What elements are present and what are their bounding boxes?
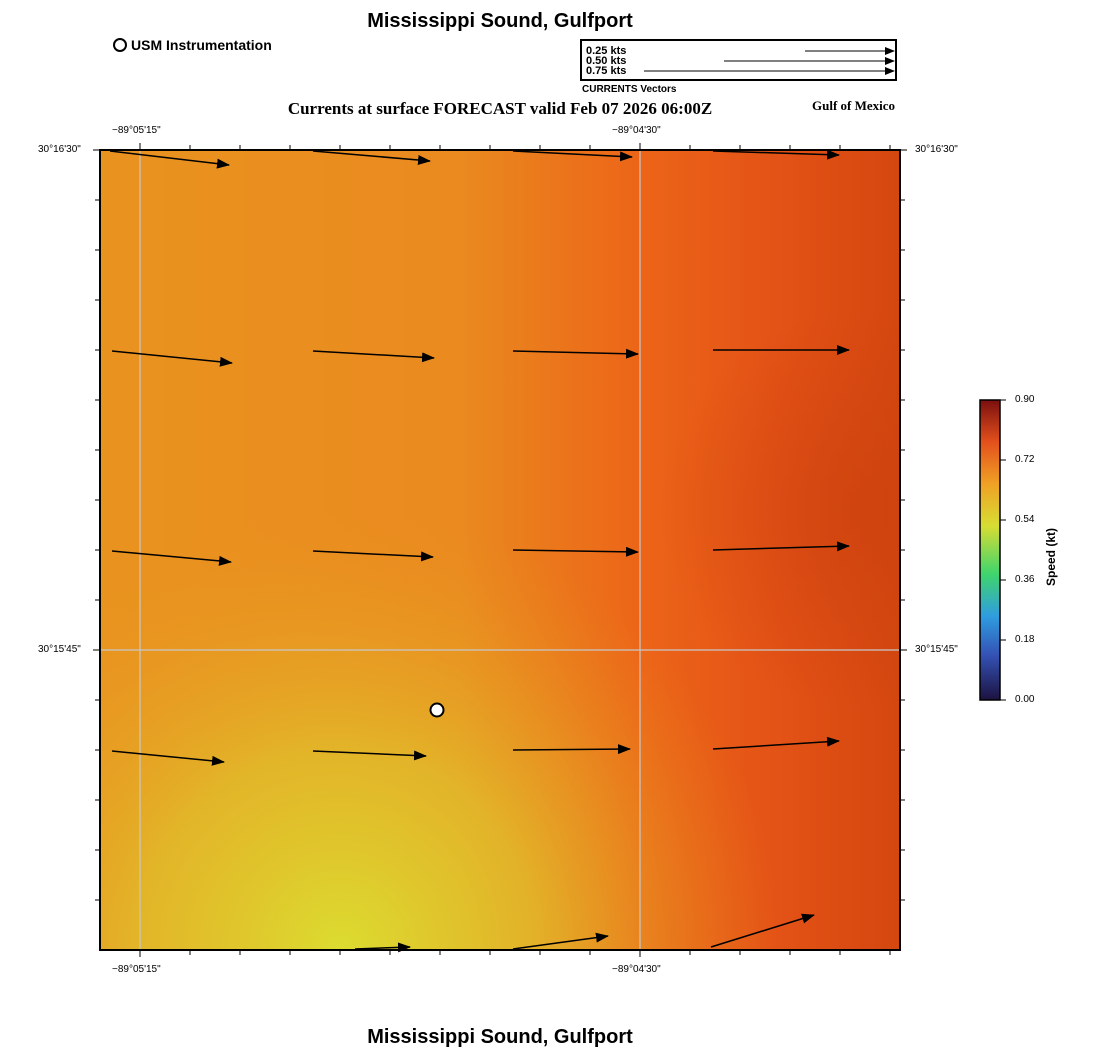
lon-tick-bottom-1: −89°05'15": [112, 964, 161, 975]
current-vector: [111, 550, 232, 566]
forecast-title: Currents at surface FORECAST valid Feb 0…: [287, 99, 713, 118]
current-vector: [312, 150, 431, 165]
current-vector: [312, 550, 434, 562]
lon-tick-top-1: −89°05'15": [112, 125, 161, 136]
map-title: Mississippi Sound, Gulfport: [367, 10, 633, 32]
vector-scale-legend: 0.25 kts 0.50 kts 0.75 kts: [580, 39, 897, 81]
current-vector: [512, 744, 631, 755]
vector-scale-label-2: 0.50 kts: [586, 55, 627, 67]
colorbar-tick-label: 0.54: [1015, 514, 1035, 525]
current-vector: [512, 348, 639, 359]
station-legend-circle-icon: [113, 38, 127, 52]
vector-scale-arrows: [644, 47, 895, 75]
current-vectors: [109, 149, 850, 953]
colorbar-tick-label: 0.72: [1015, 454, 1035, 465]
lat-tick-right-2: 30°15'45": [915, 644, 958, 655]
region-label: Gulf of Mexico: [812, 98, 896, 113]
colorbar-tick-label: 0.90: [1015, 394, 1035, 405]
colorbar-tick-label: 0.18: [1015, 634, 1035, 645]
current-vector: [512, 150, 633, 162]
colorbar-tick-label: 0.00: [1015, 694, 1035, 705]
colorbar: [979, 399, 1001, 701]
current-vector: [712, 541, 850, 552]
station-legend-label: USM Instrumentation: [131, 37, 272, 53]
lat-tick-left-2: 30°15'45": [38, 644, 81, 655]
current-vector: [512, 932, 609, 950]
current-vector: [109, 150, 230, 169]
current-vector: [111, 350, 233, 367]
lon-tick-top-2: −89°04'30": [612, 125, 661, 136]
map-footer-title: Mississippi Sound, Gulfport: [367, 1026, 633, 1048]
current-vector: [512, 546, 639, 557]
colorbar-ticks: [1000, 399, 1006, 701]
current-vector: [312, 750, 427, 761]
current-vector: [312, 350, 435, 363]
vector-legend-caption: CURRENTS Vectors: [582, 84, 677, 95]
lon-tick-bottom-2: −89°04'30": [612, 964, 661, 975]
colorbar-tick-label: 0.36: [1015, 574, 1035, 585]
vector-scale-label-3: 0.75 kts: [586, 65, 627, 77]
lat-tick-right-1: 30°16'30": [915, 144, 958, 155]
station-legend: USM Instrumentation: [113, 37, 272, 53]
current-vector: [710, 913, 815, 948]
current-vector: [354, 942, 411, 953]
lat-tick-left-1: 30°16'30": [38, 144, 81, 155]
speed-field-high-zone: [100, 150, 900, 950]
current-vector: [712, 149, 840, 160]
vector-scale-label-1: 0.25 kts: [586, 45, 627, 57]
graticule: [100, 150, 900, 950]
colorbar-title: Speed (kt): [1044, 527, 1058, 586]
usm-station-marker: [429, 702, 445, 718]
frame-ticks: [93, 143, 907, 957]
current-vector: [712, 736, 840, 750]
current-vector: [111, 750, 225, 766]
